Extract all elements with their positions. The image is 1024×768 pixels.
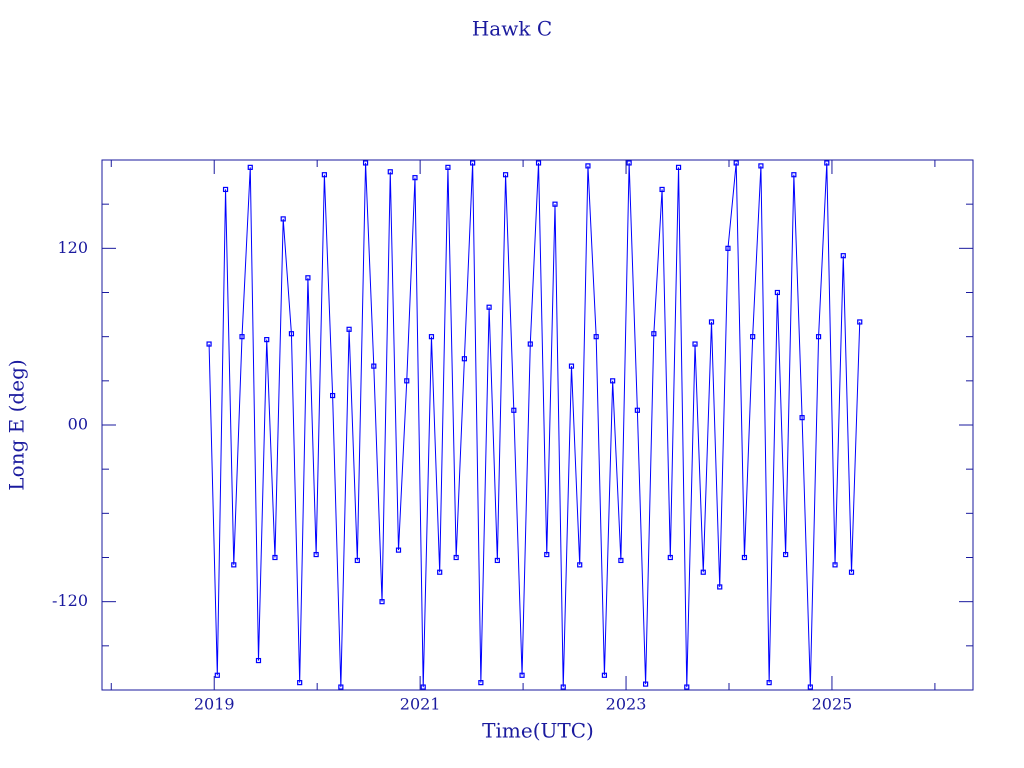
point-marker bbox=[519, 672, 525, 678]
point-marker bbox=[535, 160, 542, 166]
point-marker bbox=[338, 684, 344, 690]
point-marker bbox=[783, 551, 789, 558]
point-marker bbox=[643, 681, 649, 687]
point-marker bbox=[684, 684, 690, 690]
point-marker bbox=[659, 186, 665, 193]
point-marker bbox=[700, 569, 706, 575]
point-marker bbox=[354, 557, 360, 564]
point-marker bbox=[453, 554, 459, 561]
point-marker bbox=[470, 160, 476, 166]
x-tick-label: 2019 bbox=[194, 695, 235, 714]
point-marker bbox=[264, 337, 270, 343]
point-marker bbox=[395, 547, 402, 553]
point-marker bbox=[486, 304, 492, 310]
point-marker bbox=[725, 245, 731, 251]
point-marker bbox=[824, 160, 830, 166]
point-marker bbox=[247, 164, 253, 170]
point-marker bbox=[560, 684, 566, 690]
point-marker bbox=[651, 331, 657, 337]
y-axis-label: Long E (deg) bbox=[5, 359, 29, 490]
point-marker bbox=[618, 557, 624, 564]
point-marker bbox=[692, 341, 698, 347]
point-marker bbox=[428, 334, 435, 340]
point-marker bbox=[807, 684, 813, 690]
point-marker bbox=[288, 331, 295, 337]
point-marker bbox=[568, 363, 575, 369]
point-marker bbox=[601, 672, 608, 678]
point-marker bbox=[330, 392, 336, 399]
point-marker bbox=[420, 684, 426, 690]
point-marker bbox=[502, 172, 509, 178]
point-marker bbox=[214, 672, 220, 678]
x-axis-label: Time(UTC) bbox=[482, 719, 594, 743]
point-marker bbox=[799, 415, 805, 421]
y-tick-label: 00 bbox=[68, 415, 88, 434]
point-marker bbox=[231, 562, 237, 568]
point-marker bbox=[346, 326, 352, 332]
point-marker bbox=[585, 163, 591, 169]
series-line bbox=[208, 162, 861, 688]
point-marker bbox=[675, 164, 682, 170]
point-marker bbox=[857, 319, 863, 325]
point-marker bbox=[848, 569, 855, 575]
point-marker bbox=[741, 554, 748, 561]
point-marker bbox=[239, 334, 245, 340]
point-marker bbox=[362, 160, 369, 166]
point-marker bbox=[222, 186, 229, 193]
point-marker bbox=[511, 407, 517, 413]
point-marker bbox=[774, 289, 780, 296]
point-marker bbox=[626, 160, 632, 166]
point-marker bbox=[832, 562, 838, 568]
point-marker bbox=[527, 341, 533, 347]
point-marker bbox=[206, 341, 212, 347]
point-marker bbox=[461, 356, 468, 362]
point-marker bbox=[437, 569, 443, 575]
x-tick-label: 2025 bbox=[812, 695, 853, 714]
point-marker bbox=[750, 334, 756, 340]
point-marker bbox=[321, 172, 327, 178]
point-marker bbox=[717, 584, 723, 590]
point-marker bbox=[634, 407, 640, 413]
point-marker bbox=[708, 319, 715, 325]
point-marker bbox=[412, 175, 418, 181]
point-marker bbox=[733, 160, 739, 166]
point-marker bbox=[404, 378, 410, 384]
point-marker bbox=[593, 334, 599, 340]
point-marker bbox=[758, 163, 764, 169]
point-marker bbox=[494, 557, 500, 564]
point-marker bbox=[840, 253, 846, 259]
point-marker bbox=[791, 172, 797, 178]
point-marker bbox=[313, 551, 319, 558]
point-marker bbox=[552, 201, 558, 207]
point-marker bbox=[297, 680, 303, 686]
point-marker bbox=[272, 554, 278, 561]
point-marker bbox=[478, 680, 484, 686]
point-marker bbox=[667, 554, 673, 561]
point-marker bbox=[379, 599, 385, 605]
x-tick-label: 2021 bbox=[400, 695, 441, 714]
point-marker bbox=[544, 551, 550, 558]
x-tick-label: 2023 bbox=[606, 695, 647, 714]
point-marker bbox=[255, 657, 262, 664]
point-marker bbox=[577, 562, 583, 568]
point-marker bbox=[815, 334, 822, 340]
y-tick-label: -120 bbox=[52, 591, 88, 610]
point-marker bbox=[387, 169, 393, 175]
chart-title: Hawk C bbox=[472, 17, 552, 41]
point-marker bbox=[280, 216, 286, 222]
point-marker bbox=[766, 680, 772, 686]
point-marker bbox=[445, 164, 451, 170]
point-marker bbox=[610, 378, 616, 384]
point-marker bbox=[371, 363, 377, 369]
point-marker bbox=[305, 275, 311, 281]
y-tick-label: 120 bbox=[57, 238, 88, 257]
plot-frame bbox=[101, 159, 974, 691]
